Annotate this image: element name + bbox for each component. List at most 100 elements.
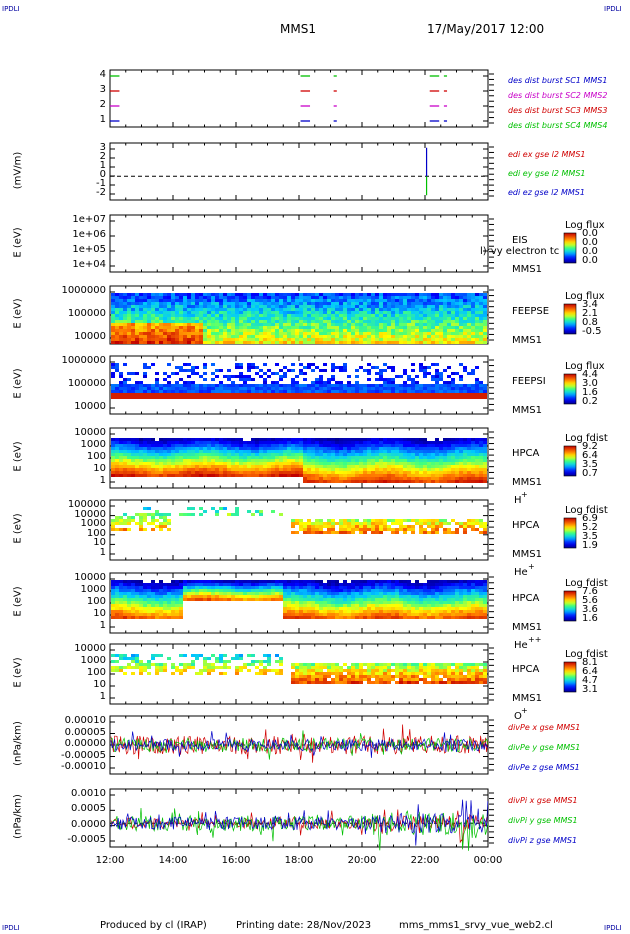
heatmap-cell [335, 314, 339, 317]
heatmap-cell [191, 338, 195, 341]
heatmap-cell [167, 326, 171, 329]
heatmap-cell [183, 320, 187, 323]
heatmap-cell [363, 296, 367, 299]
heatmap-cell [143, 335, 147, 338]
heatmap-cell [439, 468, 443, 471]
heatmap-cell [347, 450, 351, 453]
heatmap-cell [363, 369, 367, 372]
heatmap-cell [455, 438, 459, 441]
heatmap-cell [187, 462, 191, 465]
heatmap-cell [447, 332, 451, 335]
heatmap-cell [283, 308, 287, 311]
heatmap-cell [151, 299, 155, 302]
heatmap-cell [483, 317, 487, 320]
heatmap-cell [323, 384, 327, 387]
heatmap-cell [431, 447, 435, 450]
heatmap-cell [451, 317, 455, 320]
heatmap-cell [383, 447, 387, 450]
heatmap-cell [191, 462, 195, 465]
heatmap-cell [363, 293, 367, 296]
heatmap-cell [475, 480, 479, 483]
heatmap-cell [311, 390, 315, 393]
heatmap-cell [355, 320, 359, 323]
heatmap-cell [119, 335, 123, 338]
heatmap-cell [159, 453, 163, 456]
heatmap-cell [259, 293, 263, 296]
heatmap-cells [111, 363, 487, 399]
heatmap-cell [135, 320, 139, 323]
heatmap-cell [403, 341, 407, 344]
heatmap-cell [307, 444, 311, 447]
heatmap-cell [131, 471, 135, 474]
heatmap-cell [191, 507, 195, 510]
heatmap-cell [175, 592, 179, 595]
heatmap-cell [463, 329, 467, 332]
heatmap-cell [147, 390, 151, 393]
heatmap-cell [119, 441, 123, 444]
heatmap-cell [359, 366, 363, 369]
heatmap-cell [267, 580, 271, 583]
heatmap-cell [167, 456, 171, 459]
heatmap-cell [235, 468, 239, 471]
heatmap-cell [163, 583, 167, 586]
heatmap-cell [223, 592, 227, 595]
heatmap-cell [175, 387, 179, 390]
heatmap-cell [171, 323, 175, 326]
heatmap-cell [447, 317, 451, 320]
heatmap-cell [255, 299, 259, 302]
heatmap-cell [479, 462, 483, 465]
heatmap-cell [399, 453, 403, 456]
heatmap-cell [163, 305, 167, 308]
heatmap-cell [279, 447, 283, 450]
heatmap-cell [151, 450, 155, 453]
heatmap-cell [247, 311, 251, 314]
heatmap-cell [363, 323, 367, 326]
heatmap-cell [483, 525, 487, 528]
heatmap-cell [319, 317, 323, 320]
heatmap-cell [483, 305, 487, 308]
heatmap-cell [423, 450, 427, 453]
heatmap-cell [379, 317, 383, 320]
heatmap-cell [211, 468, 215, 471]
heatmap-cell [227, 296, 231, 299]
heatmap-cell [175, 314, 179, 317]
heatmap-cell [179, 317, 183, 320]
heatmap-cell [331, 384, 335, 387]
heatmap-cell [271, 341, 275, 344]
heatmap-cell [379, 314, 383, 317]
heatmap-cell [231, 580, 235, 583]
heatmap-cell [175, 341, 179, 344]
heatmap-cell [207, 462, 211, 465]
heatmap-cell [391, 326, 395, 329]
heatmap-cell [123, 390, 127, 393]
heatmap-cell [247, 474, 251, 477]
heatmap-cell [399, 465, 403, 468]
heatmap-cell [159, 516, 163, 519]
heatmap-cell [375, 323, 379, 326]
heatmap-cell [123, 338, 127, 341]
heatmap-cell [171, 329, 175, 332]
heatmap-cell [283, 293, 287, 296]
heatmap-cell [451, 471, 455, 474]
heatmap-cell [231, 450, 235, 453]
heatmap-cell [147, 595, 151, 598]
heatmap-cell [215, 586, 219, 589]
heatmap-cell [183, 369, 187, 372]
heatmap-cell [471, 341, 475, 344]
heatmap-cell [251, 595, 255, 598]
heatmap-cell [387, 450, 391, 453]
heatmap-cell [295, 468, 299, 471]
heatmap-cell [271, 329, 275, 332]
heatmap-cell [155, 519, 159, 522]
heatmap-cell [431, 528, 435, 531]
heatmap-cell [287, 453, 291, 456]
heatmap-cell [287, 604, 291, 607]
heatmap-cell [391, 299, 395, 302]
heatmap-cell [263, 335, 267, 338]
heatmap-cell [343, 296, 347, 299]
heatmap-cell [143, 444, 147, 447]
heatmap-cell [307, 525, 311, 528]
heatmap-cell [327, 329, 331, 332]
heatmap-cell [407, 314, 411, 317]
heatmap-cell [351, 453, 355, 456]
